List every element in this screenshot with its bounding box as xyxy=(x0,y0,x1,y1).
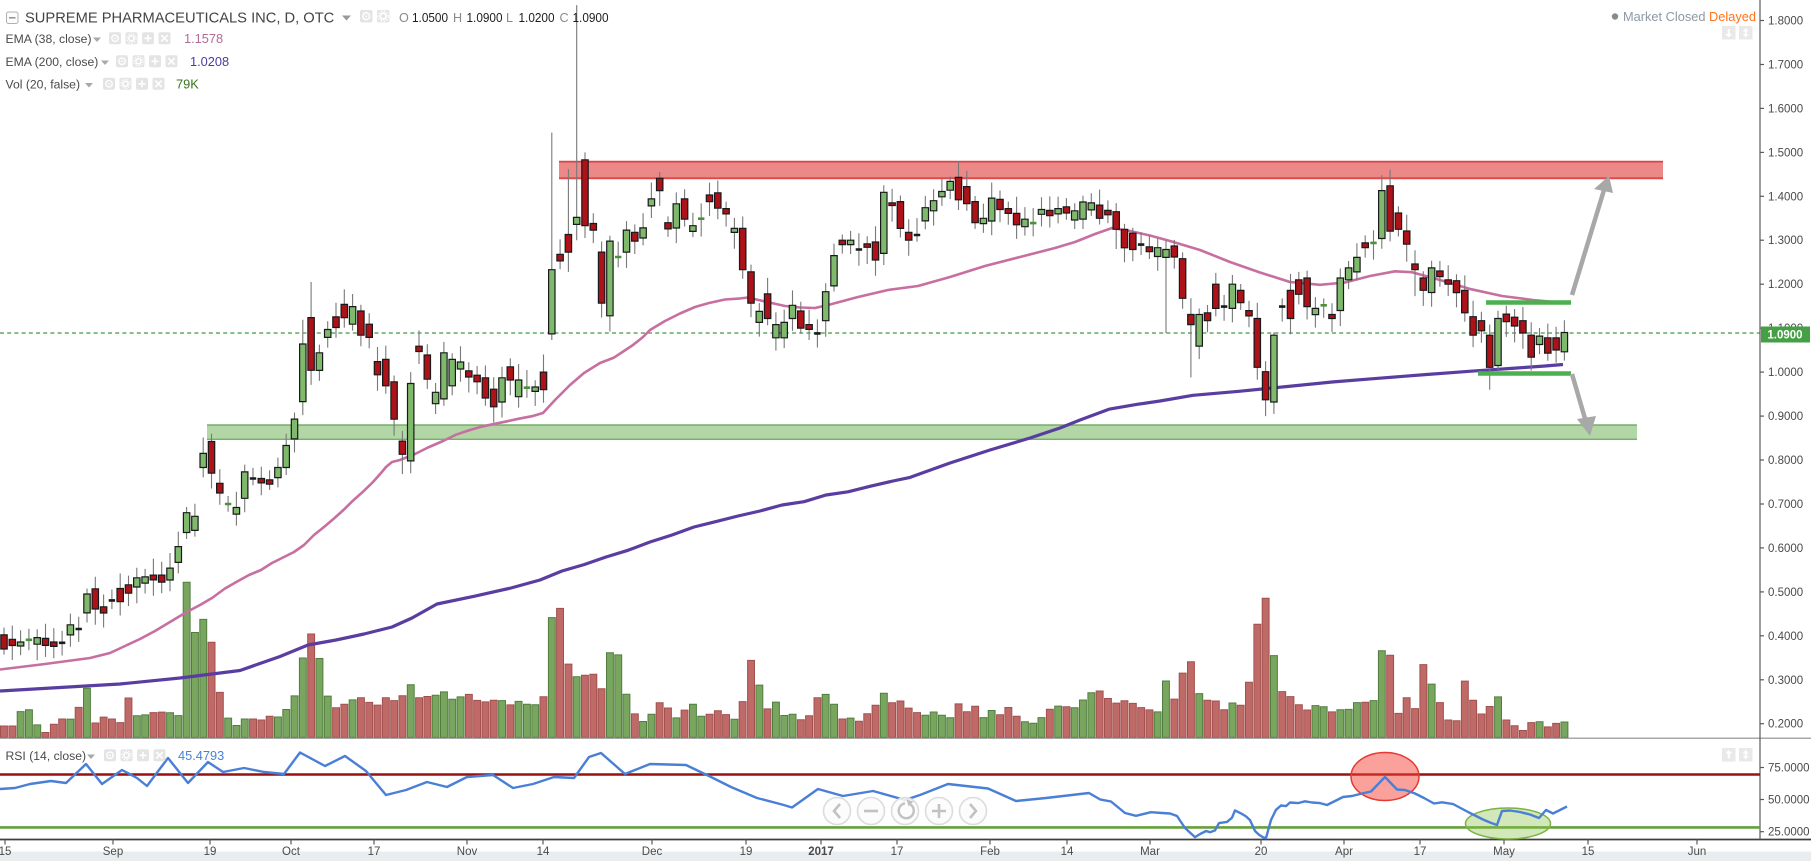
svg-text:0.6000: 0.6000 xyxy=(1768,543,1803,555)
svg-text:L: L xyxy=(506,11,513,25)
svg-text:Jun: Jun xyxy=(1688,846,1707,858)
svg-text:1.2000: 1.2000 xyxy=(1768,279,1803,291)
svg-text:19: 19 xyxy=(204,846,217,858)
svg-text:15: 15 xyxy=(0,846,11,858)
svg-text:14: 14 xyxy=(537,846,550,858)
svg-text:RSI (14, close): RSI (14, close) xyxy=(6,749,87,763)
svg-text:Feb: Feb xyxy=(980,846,1000,858)
svg-text:Delayed: Delayed xyxy=(1709,9,1756,24)
svg-text:Mar: Mar xyxy=(1140,846,1160,858)
svg-text:17: 17 xyxy=(891,846,904,858)
svg-text:14: 14 xyxy=(1061,846,1074,858)
svg-text:Market Closed: Market Closed xyxy=(1623,9,1706,24)
svg-text:19: 19 xyxy=(740,846,753,858)
svg-text:Apr: Apr xyxy=(1335,846,1353,858)
svg-text:EMA (200, close): EMA (200, close) xyxy=(6,55,99,69)
svg-text:1.3000: 1.3000 xyxy=(1768,235,1803,247)
svg-text:45.4793: 45.4793 xyxy=(178,748,224,763)
svg-text:0.2000: 0.2000 xyxy=(1768,719,1803,731)
svg-text:H: H xyxy=(453,11,462,25)
svg-text:17: 17 xyxy=(1414,846,1427,858)
svg-text:Dec: Dec xyxy=(642,846,663,858)
svg-text:O: O xyxy=(399,11,409,25)
svg-text:20: 20 xyxy=(1255,846,1268,858)
svg-text:1.0900: 1.0900 xyxy=(1767,330,1802,342)
svg-text:75.0000: 75.0000 xyxy=(1768,763,1810,775)
svg-text:Oct: Oct xyxy=(282,846,301,858)
svg-text:15: 15 xyxy=(1582,846,1595,858)
svg-text:Nov: Nov xyxy=(457,846,478,858)
svg-text:2017: 2017 xyxy=(808,846,834,858)
svg-text:SUPREME PHARMACEUTICALS INC, D: SUPREME PHARMACEUTICALS INC, D, OTC xyxy=(25,11,335,27)
svg-text:0.9000: 0.9000 xyxy=(1768,411,1803,423)
svg-text:1.0500: 1.0500 xyxy=(412,11,448,25)
svg-text:1.8000: 1.8000 xyxy=(1768,16,1803,28)
svg-text:25.0000: 25.0000 xyxy=(1768,827,1810,839)
svg-text:Vol (20, false): Vol (20, false) xyxy=(6,78,81,92)
svg-text:1.0900: 1.0900 xyxy=(467,11,503,25)
svg-text:17: 17 xyxy=(368,846,381,858)
svg-text:1.7000: 1.7000 xyxy=(1768,60,1803,72)
svg-text:1.4000: 1.4000 xyxy=(1768,191,1803,203)
svg-text:1.0000: 1.0000 xyxy=(1768,367,1803,379)
svg-text:1.6000: 1.6000 xyxy=(1768,103,1803,115)
svg-text:C: C xyxy=(560,11,569,25)
svg-text:May: May xyxy=(1493,846,1515,858)
svg-text:EMA (38, close): EMA (38, close) xyxy=(6,32,92,46)
svg-text:50.0000: 50.0000 xyxy=(1768,795,1810,807)
svg-text:0.4000: 0.4000 xyxy=(1768,631,1803,643)
svg-text:Sep: Sep xyxy=(103,846,123,858)
svg-text:0.5000: 0.5000 xyxy=(1768,587,1803,599)
svg-text:1.0900: 1.0900 xyxy=(573,11,609,25)
svg-text:79K: 79K xyxy=(176,77,199,92)
svg-text:0.3000: 0.3000 xyxy=(1768,675,1803,687)
svg-text:1.1578: 1.1578 xyxy=(184,31,223,46)
svg-text:1.0208: 1.0208 xyxy=(190,54,229,69)
svg-text:0.7000: 0.7000 xyxy=(1768,499,1803,511)
svg-text:0.8000: 0.8000 xyxy=(1768,455,1803,467)
svg-text:1.5000: 1.5000 xyxy=(1768,147,1803,159)
svg-text:1.0200: 1.0200 xyxy=(519,11,555,25)
